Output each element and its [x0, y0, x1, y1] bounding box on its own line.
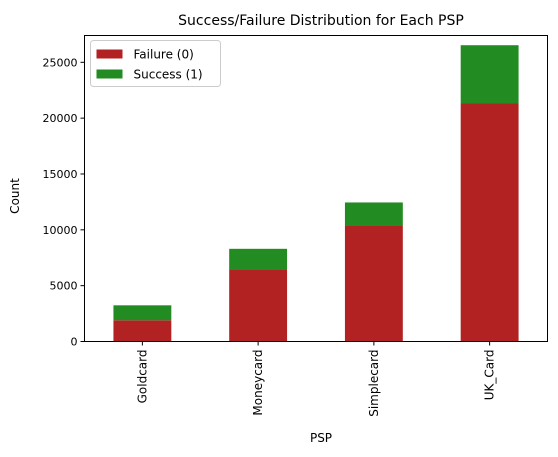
- bar-goldcard-series-1: [113, 305, 172, 321]
- legend-label-1: Success (1): [134, 68, 203, 82]
- plot-frame: [84, 35, 548, 342]
- legend-swatch-0: [96, 49, 123, 59]
- y-tick-label: 15000: [43, 168, 78, 181]
- legend-box: [90, 40, 221, 87]
- bar-simplecard-series-1: [344, 202, 403, 226]
- bars-layer: [113, 45, 519, 342]
- x-tick-label: Goldcard: [135, 350, 149, 404]
- x-axis-label: PSP: [310, 431, 332, 445]
- chart-title: Success/Failure Distribution for Each PS…: [178, 13, 464, 29]
- bar-uk-card-series-0: [460, 103, 519, 342]
- legend: Failure (0) Success (1): [90, 40, 221, 87]
- bar-moneycard-series-0: [229, 269, 288, 342]
- legend-swatch-1: [96, 69, 123, 79]
- bar-uk-card-series-1: [460, 45, 519, 104]
- y-axis-label: Count: [8, 178, 22, 214]
- y-tick-label: 10000: [43, 224, 78, 237]
- x-tick-label: Moneycard: [251, 350, 265, 416]
- y-axis: 0 5000 10000 15000 20000 25000: [43, 56, 85, 349]
- y-tick-label: 20000: [43, 112, 78, 125]
- y-tick-label: 0: [71, 336, 78, 349]
- x-axis: Goldcard Moneycard Simplecard UK_Card: [135, 341, 497, 417]
- bar-goldcard-series-0: [113, 320, 172, 342]
- bar-simplecard-series-0: [344, 225, 403, 342]
- y-tick-label: 25000: [43, 56, 78, 69]
- x-tick-label: UK_Card: [483, 350, 497, 401]
- y-tick-label: 5000: [50, 280, 78, 293]
- x-tick-label: Simplecard: [367, 350, 381, 417]
- bar-moneycard-series-1: [229, 248, 288, 270]
- legend-label-0: Failure (0): [134, 48, 194, 62]
